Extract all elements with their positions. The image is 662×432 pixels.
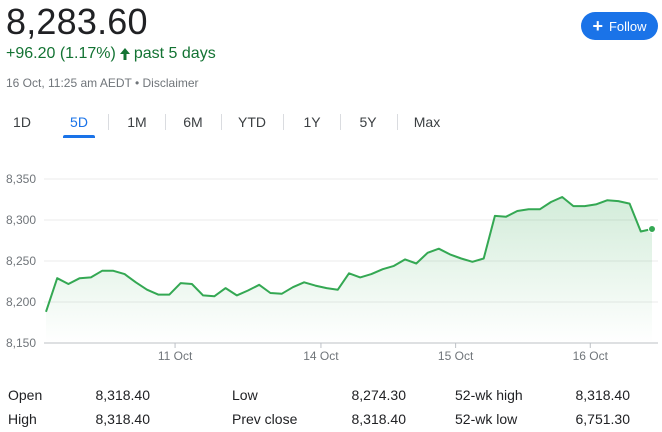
stat-value-52wk-low: 6,751.30 — [575, 411, 631, 427]
price-area — [46, 197, 652, 343]
tab-divider — [221, 114, 222, 130]
stat-label-52wk-low: 52-wk low — [455, 411, 518, 427]
y-axis-labels: 8,350 8,300 8,250 8,200 8,150 — [6, 172, 36, 350]
y-tick-label: 8,150 — [6, 336, 36, 350]
tab-1d[interactable]: 1D — [13, 114, 31, 130]
x-tick-label: 15 Oct — [438, 349, 474, 363]
price-change: +96.20 (1.17%) past 5 days — [6, 45, 216, 63]
quote-meta: 16 Oct, 11:25 am AEDT • Disclaimer — [6, 76, 199, 90]
stat-label-open: Open — [8, 387, 43, 403]
x-tick-label: 14 Oct — [303, 349, 339, 363]
follow-button[interactable]: + Follow — [581, 12, 658, 40]
price-chart[interactable]: 8,350 8,300 8,250 8,200 8,150 11 Oct 14 Oct 15… — [0, 150, 662, 370]
tab-max[interactable]: Max — [413, 114, 441, 130]
y-tick-label: 8,250 — [6, 254, 36, 268]
tab-divider — [283, 114, 284, 130]
meta-separator: • — [134, 76, 140, 90]
change-period: past 5 days — [133, 45, 216, 62]
stat-value-open: 8,318.40 — [95, 387, 151, 403]
stat-label-high: High — [8, 411, 37, 427]
tab-5d[interactable]: 5D — [63, 108, 95, 138]
quote-timestamp: 16 Oct, 11:25 am AEDT — [6, 76, 132, 90]
tab-ytd[interactable]: YTD — [238, 114, 266, 130]
x-tick-label: 16 Oct — [573, 349, 609, 363]
x-tick-label: 11 Oct — [158, 349, 193, 363]
tab-divider — [108, 114, 109, 130]
disclaimer-link[interactable]: Disclaimer — [142, 76, 199, 90]
stat-value-prev-close: 8,318.40 — [351, 411, 407, 427]
stat-value-high: 8,318.40 — [95, 411, 151, 427]
y-tick-label: 8,300 — [6, 213, 36, 227]
x-axis-ticks: 11 Oct 14 Oct 15 Oct 16 Oct — [158, 343, 609, 363]
tab-divider — [165, 114, 166, 130]
plus-icon: + — [592, 16, 603, 36]
stock-price: 8,283.60 — [6, 1, 148, 42]
stat-label-prev-close: Prev close — [232, 411, 298, 427]
tab-divider — [340, 114, 341, 130]
tab-1m[interactable]: 1M — [127, 114, 147, 130]
tab-6m[interactable]: 6M — [183, 114, 203, 130]
tab-5y[interactable]: 5Y — [359, 114, 377, 130]
stat-label-52wk-high: 52-wk high — [455, 387, 523, 403]
range-tabs: 1D 5D 1M 6M YTD 1Y 5Y Max — [0, 108, 662, 138]
y-tick-label: 8,200 — [6, 295, 36, 309]
change-value: +96.20 (1.17%) — [6, 45, 116, 62]
stat-value-52wk-high: 8,318.40 — [575, 387, 631, 403]
price-line — [45, 196, 653, 313]
follow-label: Follow — [608, 18, 647, 34]
price-points — [648, 225, 656, 234]
y-tick-label: 8,350 — [6, 172, 36, 186]
tab-1y[interactable]: 1Y — [303, 114, 321, 130]
arrow-up-icon — [119, 48, 130, 60]
last-price-dot — [648, 225, 656, 234]
tab-divider — [397, 114, 398, 130]
stat-label-low: Low — [232, 387, 258, 403]
stat-value-low: 8,274.30 — [351, 387, 407, 403]
